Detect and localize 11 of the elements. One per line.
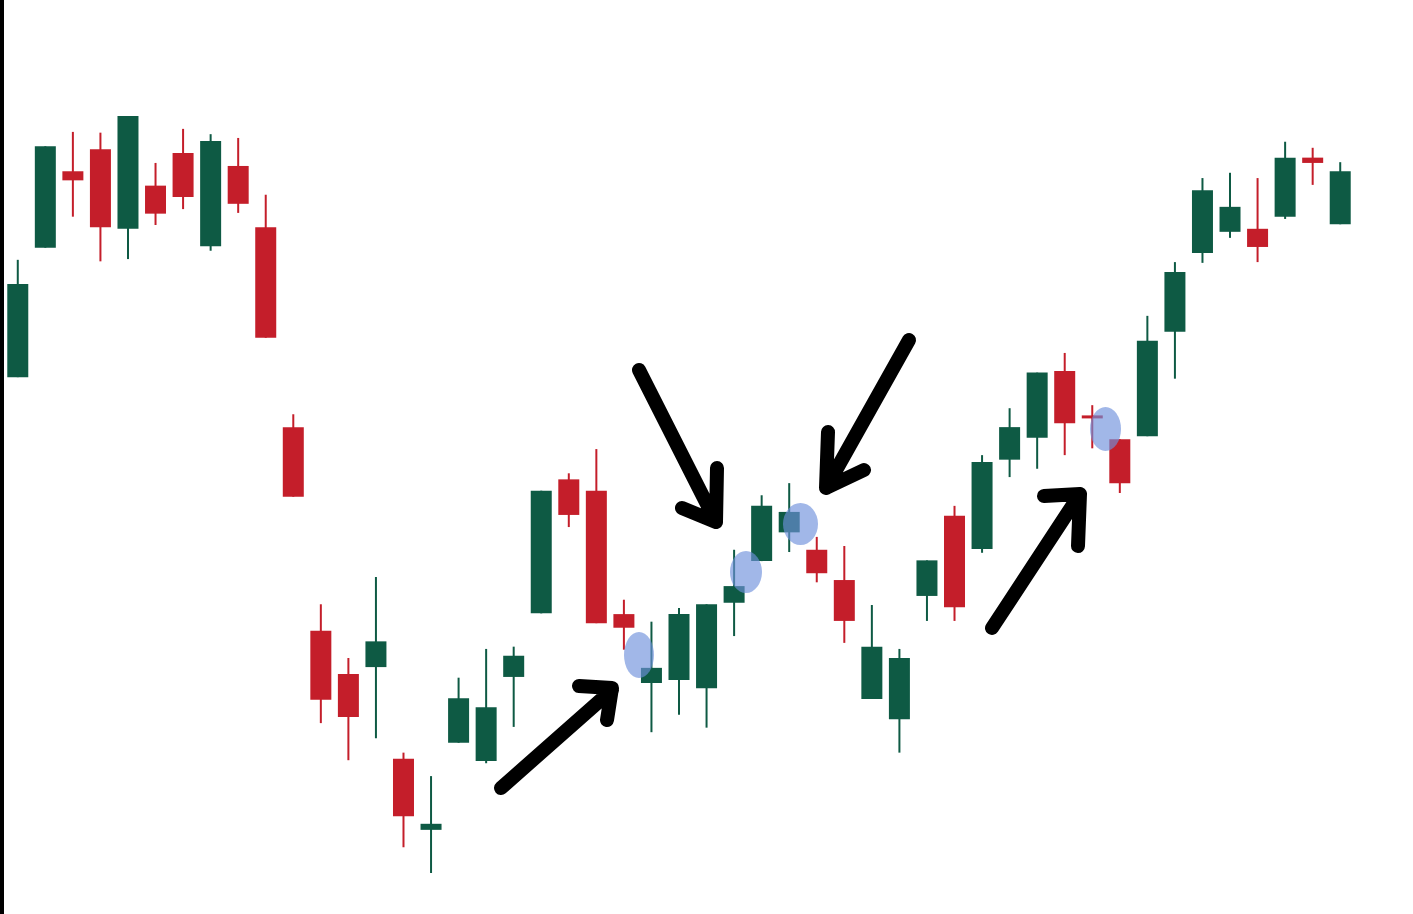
candlestick xyxy=(420,775,442,874)
candlestick xyxy=(613,598,635,651)
candlestick xyxy=(1302,146,1324,186)
candlestick xyxy=(1081,404,1103,450)
candlestick xyxy=(503,645,525,728)
candlestick xyxy=(1247,177,1269,264)
candlestick xyxy=(640,620,662,734)
candlestick xyxy=(806,535,828,584)
candlestick xyxy=(62,130,84,218)
candlestick xyxy=(778,482,800,554)
candlestick xyxy=(723,548,745,638)
